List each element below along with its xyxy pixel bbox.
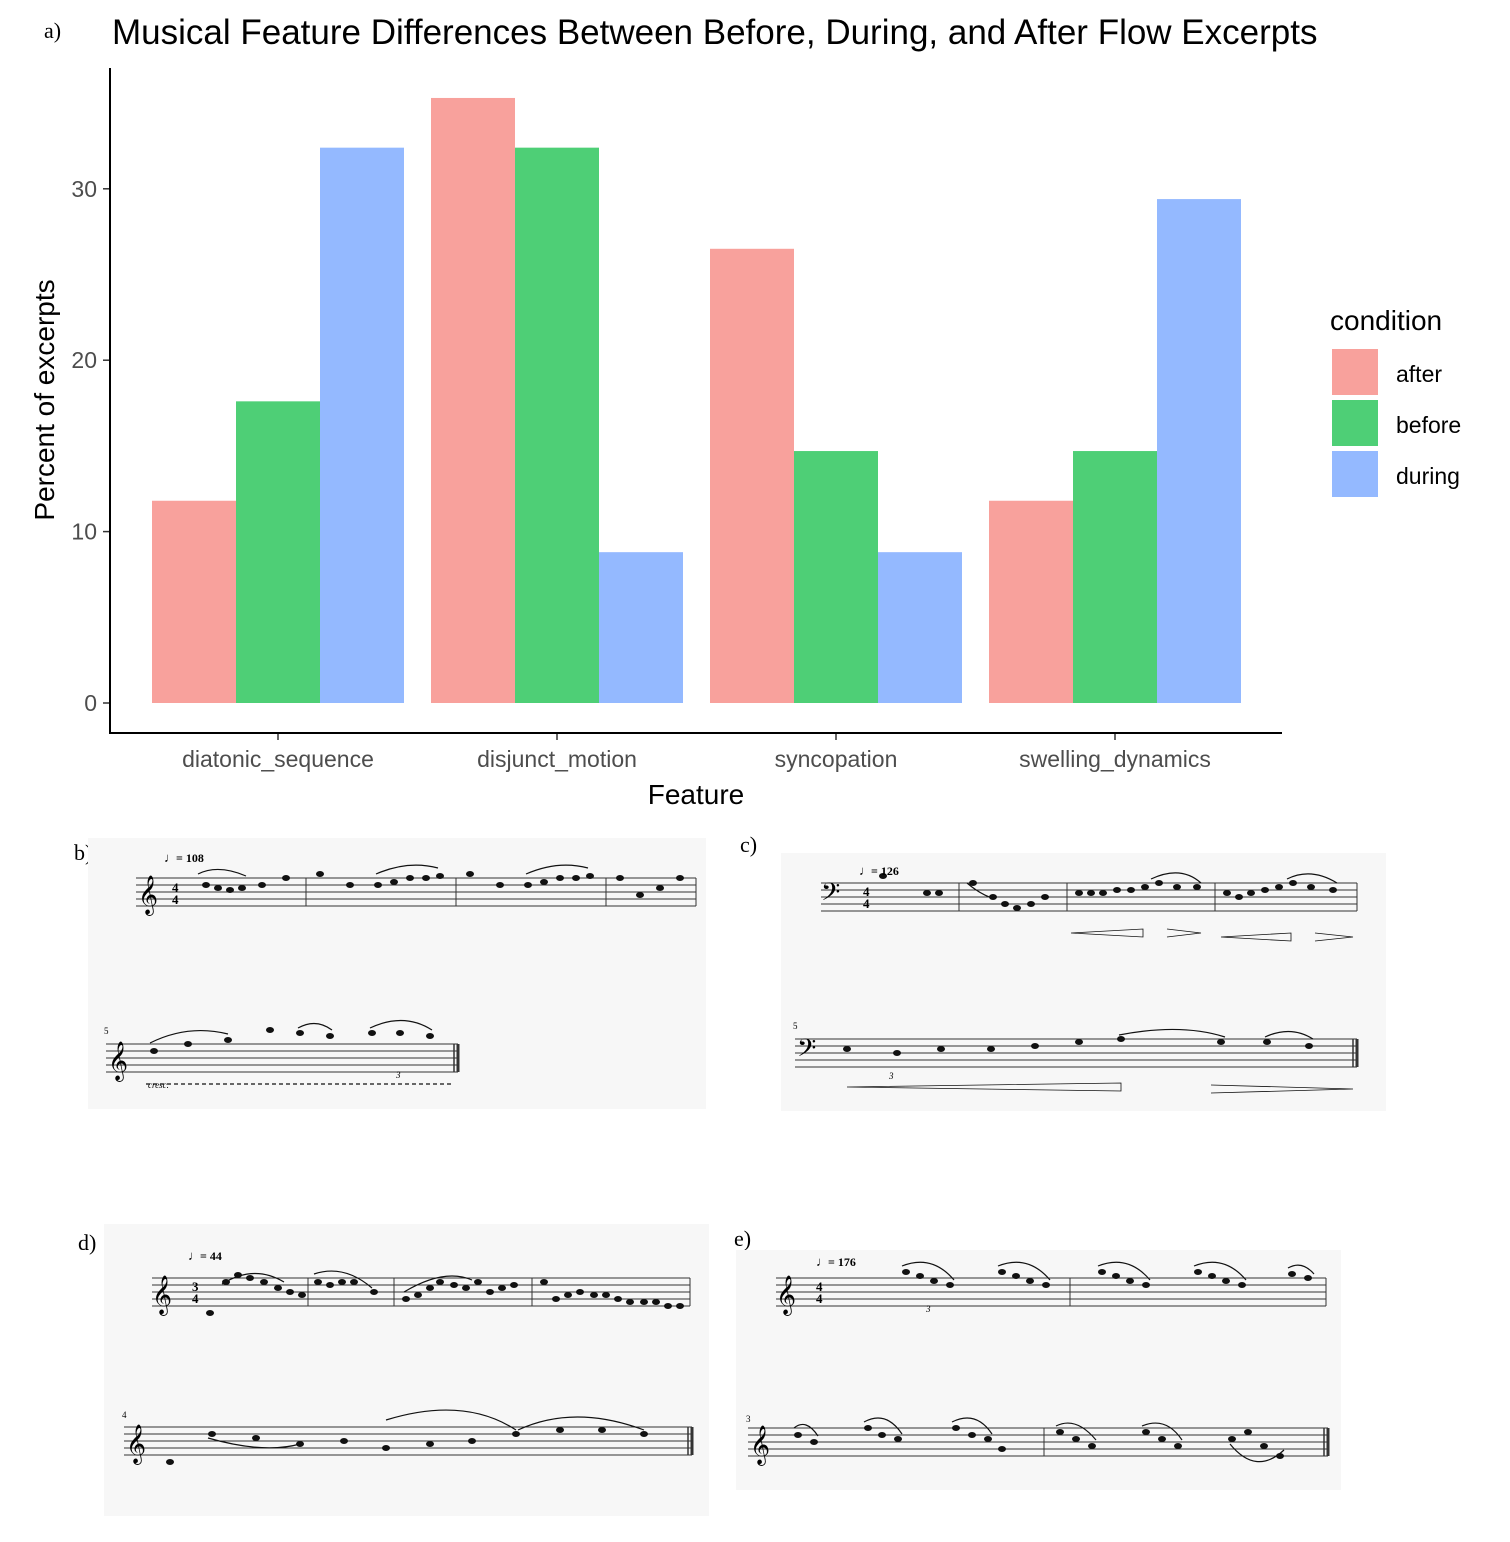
y-axis: 0 10 20 30 <box>71 176 110 716</box>
legend-key-during <box>1332 451 1378 497</box>
svg-text:♩: ♩ <box>859 863 872 878</box>
legend-label-during: during <box>1396 463 1460 489</box>
y-axis-label: Percent of excerpts <box>29 279 60 520</box>
bar-after-diatonic_sequence <box>152 500 236 703</box>
score-b-measure-number: 5 <box>104 1026 109 1036</box>
x-tick-label: diatonic_sequence <box>182 746 374 772</box>
panel-label-d: d) <box>78 1230 97 1255</box>
svg-text:♩: ♩ <box>188 1248 201 1263</box>
y-tick-label: 20 <box>71 347 97 373</box>
bar-during-diatonic_sequence <box>320 147 404 703</box>
chart-title: Musical Feature Differences Between Befo… <box>112 13 1317 52</box>
score-e: ♩ = 176 𝄞 4 4 3 𝄞 3 <box>736 1250 1341 1490</box>
score-c-notation: ♩ = 126 𝄢 4 4 5 𝄢 3 <box>793 863 1359 1094</box>
x-axis-label: Feature <box>648 779 745 810</box>
score-d: ♩ = 44 𝄞 3 4 4 𝄞 <box>104 1224 709 1516</box>
score-b-notation: ♩ = 108 𝄞 4 4 5 𝄞 cresc. 3 <box>104 850 697 1090</box>
score-b-tuplet: 3 <box>395 1070 401 1080</box>
svg-text:𝄢: 𝄢 <box>797 1034 816 1069</box>
x-axis: diatonic_sequence disjunct_motion syncopat… <box>182 733 1211 772</box>
bar-during-disjunct_motion <box>599 552 683 703</box>
bar-after-disjunct_motion <box>431 97 515 703</box>
svg-text:𝄞: 𝄞 <box>126 1424 146 1465</box>
svg-text:4: 4 <box>816 1291 823 1306</box>
bar-chart: Musical Feature Differences Between Befo… <box>29 13 1461 810</box>
panel-label-a: a) <box>44 18 62 43</box>
svg-text:𝄞: 𝄞 <box>108 1041 128 1082</box>
bars-group <box>152 97 1241 704</box>
legend-key-after <box>1332 349 1378 395</box>
y-tick-label: 30 <box>71 176 97 202</box>
score-e-notation: ♩ = 176 𝄞 4 4 3 𝄞 3 <box>746 1254 1330 1466</box>
legend-title: condition <box>1330 305 1442 336</box>
svg-text:4: 4 <box>172 892 179 907</box>
bar-after-syncopation <box>710 248 794 704</box>
score-e-tuplet: 3 <box>925 1304 931 1314</box>
score-c: ♩ = 126 𝄢 4 4 5 𝄢 3 <box>781 853 1386 1111</box>
score-d-measure-number: 4 <box>122 1410 127 1420</box>
panel-label-e: e) <box>734 1226 752 1251</box>
score-c-measure-number: 5 <box>793 1021 798 1031</box>
panel-label-b: b) <box>74 840 93 865</box>
score-e-clef: 𝄞 <box>776 1275 796 1316</box>
score-b-dynamic: cresc. <box>148 1080 169 1090</box>
score-b-time-signature: 4 <box>172 880 179 895</box>
score-d-notation: ♩ = 44 𝄞 3 4 4 𝄞 <box>122 1248 694 1465</box>
svg-text:4: 4 <box>863 896 870 911</box>
score-b-clef: 𝄞 <box>138 875 158 916</box>
score-c-time-signature: 4 <box>863 884 870 899</box>
bar-before-disjunct_motion <box>515 147 599 703</box>
bar-before-diatonic_sequence <box>236 401 320 703</box>
bar-during-syncopation <box>878 552 962 703</box>
x-tick-label: swelling_dynamics <box>1019 746 1211 772</box>
x-tick-label: syncopation <box>775 746 898 772</box>
score-b: ♩ = 108 𝄞 4 4 5 𝄞 cresc. 3 <box>88 838 706 1109</box>
legend-label-after: after <box>1396 361 1442 387</box>
bar-during-swelling_dynamics <box>1157 199 1241 704</box>
score-c-clef: 𝄢 <box>821 878 840 913</box>
score-d-tempo: = 44 <box>200 1249 222 1263</box>
svg-text:♩: ♩ <box>816 1254 829 1269</box>
score-e-tempo: = 176 <box>828 1255 856 1269</box>
svg-text:♩: ♩ <box>164 850 177 865</box>
y-tick-label: 0 <box>84 690 97 716</box>
x-tick-label: disjunct_motion <box>477 746 637 772</box>
svg-text:4: 4 <box>192 1291 199 1306</box>
score-c-tuplet: 3 <box>888 1071 894 1081</box>
score-b-tempo: = 108 <box>176 851 204 865</box>
score-c-tempo: = 126 <box>871 864 899 878</box>
legend-label-before: before <box>1396 412 1461 438</box>
score-e-measure-number: 3 <box>746 1414 751 1424</box>
svg-text:𝄞: 𝄞 <box>750 1425 770 1466</box>
score-e-time-signature: 4 <box>816 1279 823 1294</box>
score-d-clef: 𝄞 <box>152 1275 172 1316</box>
bar-after-swelling_dynamics <box>989 500 1073 703</box>
legend: after before during <box>1332 349 1461 497</box>
score-d-time-signature: 3 <box>192 1279 199 1294</box>
bar-before-swelling_dynamics <box>1073 451 1157 703</box>
panel-label-c: c) <box>740 832 758 857</box>
bar-before-syncopation <box>794 451 878 703</box>
y-tick-label: 10 <box>71 519 97 545</box>
legend-key-before <box>1332 400 1378 446</box>
